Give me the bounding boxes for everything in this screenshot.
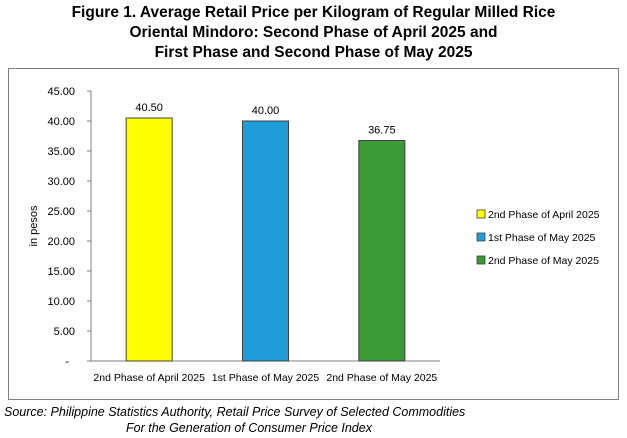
source-line-1: Source: Philippine Statistics Authority,…: [4, 405, 466, 419]
y-tick-label: 20.00: [47, 236, 75, 248]
chart-title-line-1: Figure 1. Average Retail Price per Kilog…: [71, 4, 556, 21]
x-tick-label: 1st Phase of May 2025: [212, 372, 320, 384]
y-tick-label: 30.00: [47, 176, 75, 188]
y-tick-label: 15.00: [47, 266, 75, 278]
y-tick-label: 40.00: [47, 116, 75, 128]
x-tick-label: 2nd Phase of April 2025: [93, 372, 205, 384]
legend-swatch-2: [476, 232, 486, 242]
bar-value-label: 40.50: [135, 102, 163, 114]
y-tick-label: 25.00: [47, 206, 75, 218]
y-tick-label: -: [65, 356, 69, 368]
legend-swatch-1: [476, 209, 486, 219]
chart-title-line-2: Oriental Mindoro: Second Phase of April …: [129, 24, 498, 41]
chart-frame: [8, 68, 619, 400]
y-tick-label: 35.00: [47, 146, 75, 158]
y-tick-label: 10.00: [47, 296, 75, 308]
y-tick-label: 45.00: [47, 86, 75, 98]
legend-label: 2nd Phase of April 2025: [488, 209, 600, 221]
legend-label: 2nd Phase of May 2025: [488, 255, 599, 267]
bar-2: [242, 120, 289, 362]
bar-value-label: 36.75: [368, 125, 396, 137]
x-tick-label: 2nd Phase of May 2025: [326, 372, 437, 384]
bar-value-label: 40.00: [252, 105, 280, 117]
legend-swatch-3: [476, 255, 486, 265]
y-axis-title: in pesos: [28, 205, 40, 246]
chart-title-line-3: First Phase and Second Phase of May 2025: [154, 44, 473, 61]
source-line-2: For the Generation of Consumer Price Ind…: [126, 421, 372, 435]
legend-label: 1st Phase of May 2025: [488, 232, 596, 244]
bar-3: [358, 140, 406, 362]
bar-1: [125, 117, 173, 362]
source-note: Source: Philippine Statistics Authority,…: [4, 404, 465, 436]
chart-title: Figure 1. Average Retail Price per Kilog…: [0, 3, 627, 63]
y-tick-label: 5.00: [54, 326, 75, 338]
